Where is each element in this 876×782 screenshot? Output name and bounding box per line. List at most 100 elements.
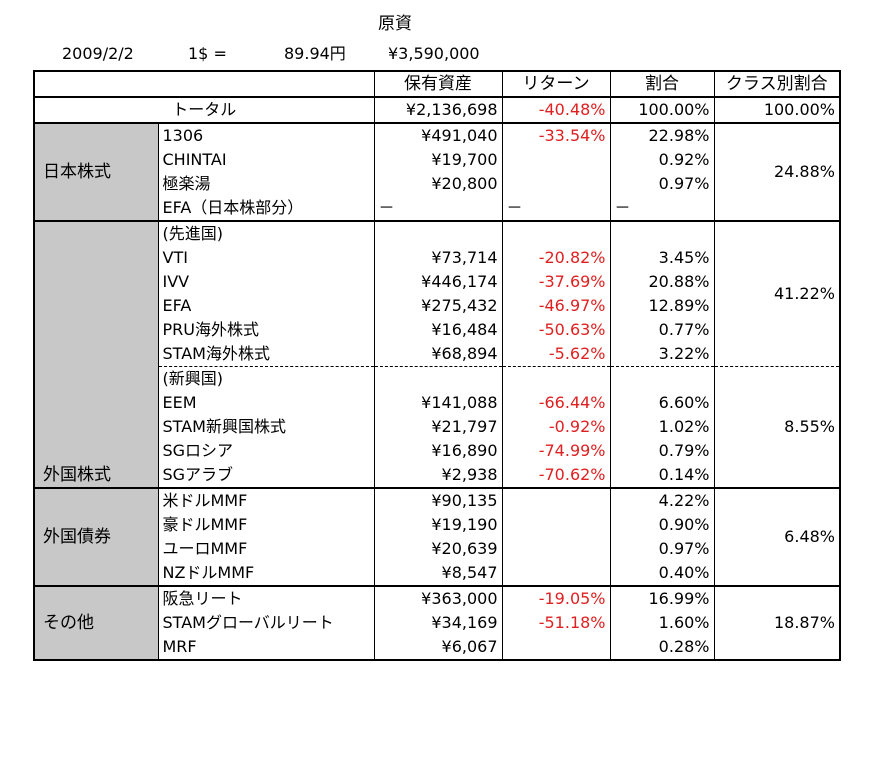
principal-value: ¥3,590,000 <box>388 44 480 63</box>
class-share: 24.88% <box>713 123 841 222</box>
total-label: トータル <box>33 97 374 124</box>
item-name: ユーロMMF <box>157 537 374 561</box>
rate-label: 1$ = <box>188 44 227 63</box>
item-share: 0.90% <box>609 513 714 537</box>
empty-cell <box>501 366 610 391</box>
item-share: 0.28% <box>609 635 714 661</box>
item-share: 0.97% <box>609 172 714 196</box>
item-holding: ¥68,894 <box>373 342 502 367</box>
empty-cell <box>609 221 714 246</box>
item-holding: ¥8,547 <box>373 561 502 587</box>
item-return <box>501 537 610 561</box>
table-row: 豪ドルMMF ¥19,190 0.90% <box>34 513 840 537</box>
column-header: 保有資産 <box>373 70 502 98</box>
portfolio-table: 保有資産 リターン 割合 クラス別割合 トータル ¥2,136,698 -40.48% 100… <box>33 70 841 661</box>
item-name: 米ドルMMF <box>157 488 374 513</box>
item-return: － <box>501 196 610 222</box>
item-holding: ¥34,169 <box>373 611 502 635</box>
item-share: 12.89% <box>609 294 714 318</box>
item-holding: ¥16,484 <box>373 318 502 342</box>
item-return: -46.97% <box>501 294 610 318</box>
item-share: 3.45% <box>609 246 714 270</box>
asset-class-label: 外国債券 <box>33 488 158 587</box>
item-return <box>501 561 610 587</box>
item-name: 1306 <box>157 123 374 148</box>
table-row: SGロシア ¥16,890 -74.99% 0.79% <box>34 439 840 463</box>
table-row: EFA（日本株部分）－－－ <box>34 196 840 222</box>
item-share: 0.97% <box>609 537 714 561</box>
class-share: 8.55% <box>713 366 841 489</box>
item-share: 0.14% <box>609 463 714 489</box>
item-return: -70.62% <box>501 463 610 489</box>
item-name: IVV <box>157 270 374 294</box>
header-blank <box>33 70 374 98</box>
table-row: EFA ¥275,432 -46.97% 12.89% <box>34 294 840 318</box>
table-row: STAM新興国株式 ¥21,797 -0.92% 1.02% <box>34 415 840 439</box>
group-label: (新興国) <box>157 366 374 391</box>
item-name: VTI <box>157 246 374 270</box>
item-share: 0.79% <box>609 439 714 463</box>
table-row: SGアラブ ¥2,938 -70.62% 0.14% <box>34 463 840 489</box>
item-holding: ¥20,639 <box>373 537 502 561</box>
total-share: 100.00% <box>609 97 714 124</box>
date-cell: 2009/2/2 <box>62 44 134 63</box>
item-name: 極楽湯 <box>157 172 374 196</box>
item-name: 阪急リート <box>157 586 374 611</box>
table-row: CHINTAI ¥19,700 0.92% <box>34 148 840 172</box>
item-return: -19.05% <box>501 586 610 611</box>
asset-class-label: 外国株式 <box>33 221 158 489</box>
table-row: EEM ¥141,088 -66.44% 6.60% <box>34 391 840 415</box>
item-holding: ¥90,135 <box>373 488 502 513</box>
item-holding: ¥21,797 <box>373 415 502 439</box>
item-name: 豪ドルMMF <box>157 513 374 537</box>
total-return: -40.48% <box>501 97 610 124</box>
item-name: STAM海外株式 <box>157 342 374 367</box>
table-row: 外国債券 米ドルMMF ¥90,135 4.22% 6.48% <box>33 488 841 587</box>
table-row: 極楽湯 ¥20,800 0.97% <box>34 172 840 196</box>
item-share: 0.40% <box>609 561 714 587</box>
table-row: IVV ¥446,174 -37.69% 20.88% <box>34 270 840 294</box>
empty-cell <box>501 221 610 246</box>
item-share: 22.98% <box>609 123 714 148</box>
item-return <box>501 488 610 513</box>
table-row: その他 阪急リート ¥363,000 -19.05% 16.99% 18.87% <box>33 586 841 661</box>
item-share: 1.02% <box>609 415 714 439</box>
item-share: 0.77% <box>609 318 714 342</box>
table-row: STAMグローバルリート ¥34,169 -51.18% 1.60% <box>34 611 840 635</box>
total-row: トータル ¥2,136,698 -40.48% 100.00% 100.00% <box>33 97 841 124</box>
asset-class-label: その他 <box>33 586 158 661</box>
item-holding: ¥6,067 <box>373 635 502 661</box>
item-share: 6.60% <box>609 391 714 415</box>
class-share: 6.48% <box>713 488 841 587</box>
group-row: (新興国) 8.55% <box>34 366 841 489</box>
item-return: -74.99% <box>501 439 610 463</box>
item-holding: ¥19,700 <box>373 148 502 172</box>
table-row: ユーロMMF ¥20,639 0.97% <box>34 537 840 561</box>
item-holding: ¥20,800 <box>373 172 502 196</box>
table-row: 日本株式 1306 ¥491,040 -33.54% 22.98% 24.88% <box>33 123 841 222</box>
item-holding: － <box>373 196 502 222</box>
total-holding: ¥2,136,698 <box>373 97 502 124</box>
class-share: 41.22% <box>713 221 841 367</box>
item-name: STAMグローバルリート <box>157 611 374 635</box>
item-share: 0.92% <box>609 148 714 172</box>
item-name: PRU海外株式 <box>157 318 374 342</box>
item-share: 3.22% <box>609 342 714 367</box>
item-return <box>501 172 610 196</box>
group-label: (先進国) <box>157 221 374 246</box>
item-return: -0.92% <box>501 415 610 439</box>
item-holding: ¥491,040 <box>373 123 502 148</box>
table-row: STAM海外株式 ¥68,894 -5.62% 3.22% <box>34 342 840 367</box>
item-return <box>501 635 610 661</box>
header-row: 保有資産 リターン 割合 クラス別割合 <box>33 70 841 98</box>
item-share: 4.22% <box>609 488 714 513</box>
item-name: SGロシア <box>157 439 374 463</box>
item-holding: ¥446,174 <box>373 270 502 294</box>
table-row: NZドルMMF ¥8,547 0.40% <box>34 561 840 587</box>
item-holding: ¥275,432 <box>373 294 502 318</box>
table-row: VTI ¥73,714 -20.82% 3.45% <box>34 246 840 270</box>
column-header: リターン <box>501 70 610 98</box>
item-share: 20.88% <box>609 270 714 294</box>
table-row: MRF ¥6,067 0.28% <box>34 635 840 661</box>
asset-class-label: 日本株式 <box>33 123 158 222</box>
